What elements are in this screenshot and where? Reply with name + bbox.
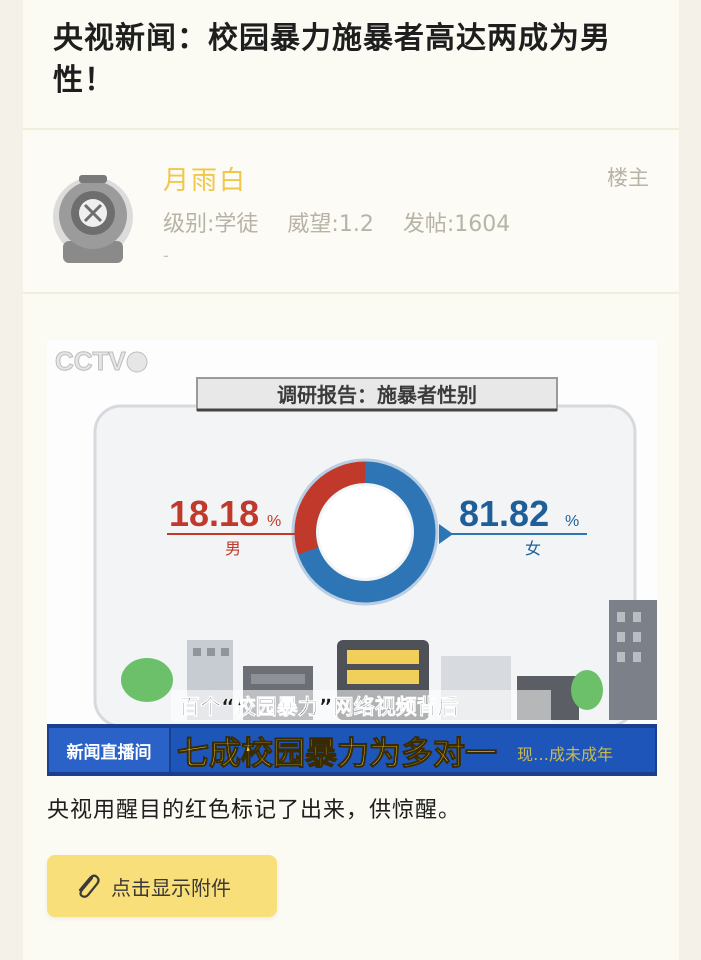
show-attachment-label: 点击显示附件 <box>111 876 231 900</box>
female-label: 女 <box>525 539 541 558</box>
author-prestige: 威望:1.2 <box>287 212 374 237</box>
female-pointer <box>439 524 453 544</box>
male-unit: % <box>267 513 281 530</box>
program-tag <box>49 728 169 772</box>
male-percent: 18.18 <box>169 493 259 534</box>
author-extra: - <box>163 246 169 265</box>
show-attachment-button[interactable]: 点击显示附件 <box>47 855 277 917</box>
author-meta: 级别:学徒 威望:1.2 发帖:1604 <box>163 206 532 238</box>
owner-badge: 楼主 <box>607 166 649 190</box>
cctv-logo-text: CCTV <box>55 346 126 376</box>
donut-chart <box>291 458 439 606</box>
video-subtitle: 百个“校园暴力”网络视频背后 <box>179 695 459 719</box>
avatar[interactable] <box>49 171 137 267</box>
cctv-logo: CCTV <box>55 346 148 377</box>
program-tag-text: 新闻直播间 <box>67 742 152 763</box>
video-frame: CCTV 调研报告：施暴者性别 18.18 % 男 81.82 <box>47 340 657 776</box>
author-post-count: 发帖:1604 <box>402 212 511 237</box>
author-name[interactable]: 月雨白 <box>163 166 248 196</box>
news-video-screenshot[interactable]: CCTV 调研报告：施暴者性别 18.18 % 男 81.82 <box>47 340 657 776</box>
male-label: 男 <box>225 539 241 558</box>
female-percent: 81.82 <box>459 493 549 534</box>
report-title: 调研报告：施暴者性别 <box>277 383 477 407</box>
male-pointer <box>293 524 309 544</box>
post-page: 央视新闻：校园暴力施暴者高达两成为男性！ 月雨白 楼主 级别:学徒 威望:1.2… <box>23 0 679 960</box>
author-level: 级别:学徒 <box>163 212 259 237</box>
video-headline-overlay: 现…成未成年 <box>517 745 613 764</box>
post-title: 央视新闻：校园暴力施暴者高达两成为男性！ <box>53 21 611 98</box>
video-headline: 七成校园暴力为多对一 <box>177 734 497 772</box>
female-unit: % <box>565 513 579 530</box>
paperclip-icon <box>78 874 100 898</box>
divider <box>23 128 679 130</box>
author-card: 月雨白 楼主 级别:学徒 威望:1.2 发帖:1604 - <box>23 138 679 290</box>
post-body-text: 央视用醒目的红色标记了出来，供惊醒。 <box>47 798 462 823</box>
divider <box>23 292 679 294</box>
